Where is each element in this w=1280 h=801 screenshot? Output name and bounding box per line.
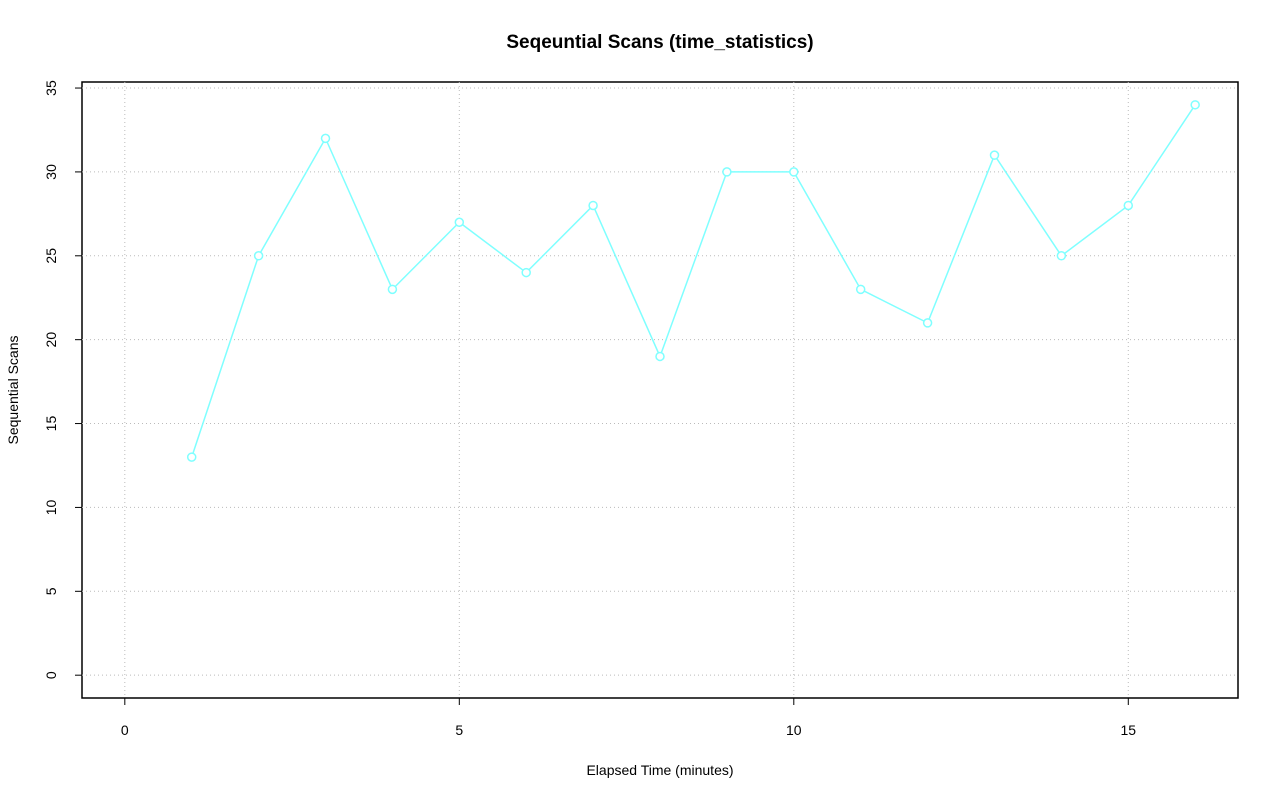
data-point bbox=[588, 200, 598, 211]
x-axis-label: Elapsed Time (minutes) bbox=[586, 762, 733, 778]
y-tick-label: 0 bbox=[43, 671, 59, 679]
data-point bbox=[454, 217, 465, 227]
data-point bbox=[1190, 100, 1200, 110]
chart-title: Seqeuntial Scans (time_statistics) bbox=[506, 32, 813, 53]
plot-frame bbox=[81, 81, 1239, 699]
data-point bbox=[922, 318, 933, 328]
data-point bbox=[387, 284, 398, 295]
data-point bbox=[253, 251, 264, 261]
data-point bbox=[722, 167, 732, 177]
y-tick-label: 20 bbox=[43, 332, 59, 348]
y-tick-label: 5 bbox=[43, 587, 59, 595]
data-point bbox=[789, 167, 799, 177]
y-tick-label: 30 bbox=[43, 164, 59, 180]
data-point bbox=[1056, 251, 1067, 261]
y-tick-label: 15 bbox=[43, 416, 59, 432]
data-point bbox=[989, 150, 1000, 160]
x-tick-label: 5 bbox=[455, 722, 463, 738]
y-tick-label: 10 bbox=[43, 499, 59, 515]
data-point bbox=[320, 133, 331, 144]
x-tick-label: 15 bbox=[1120, 722, 1136, 738]
x-tick-label: 0 bbox=[121, 722, 129, 738]
data-point bbox=[521, 267, 531, 278]
y-tick-label: 35 bbox=[43, 80, 59, 96]
data-point bbox=[855, 284, 866, 295]
data-point bbox=[186, 452, 197, 462]
series-line bbox=[191, 104, 1196, 458]
y-tick-label: 25 bbox=[43, 248, 59, 264]
y-axis-label: Sequential Scans bbox=[5, 336, 21, 445]
x-tick-label: 10 bbox=[786, 722, 802, 738]
data-point bbox=[1123, 200, 1134, 211]
data-point bbox=[655, 351, 665, 362]
